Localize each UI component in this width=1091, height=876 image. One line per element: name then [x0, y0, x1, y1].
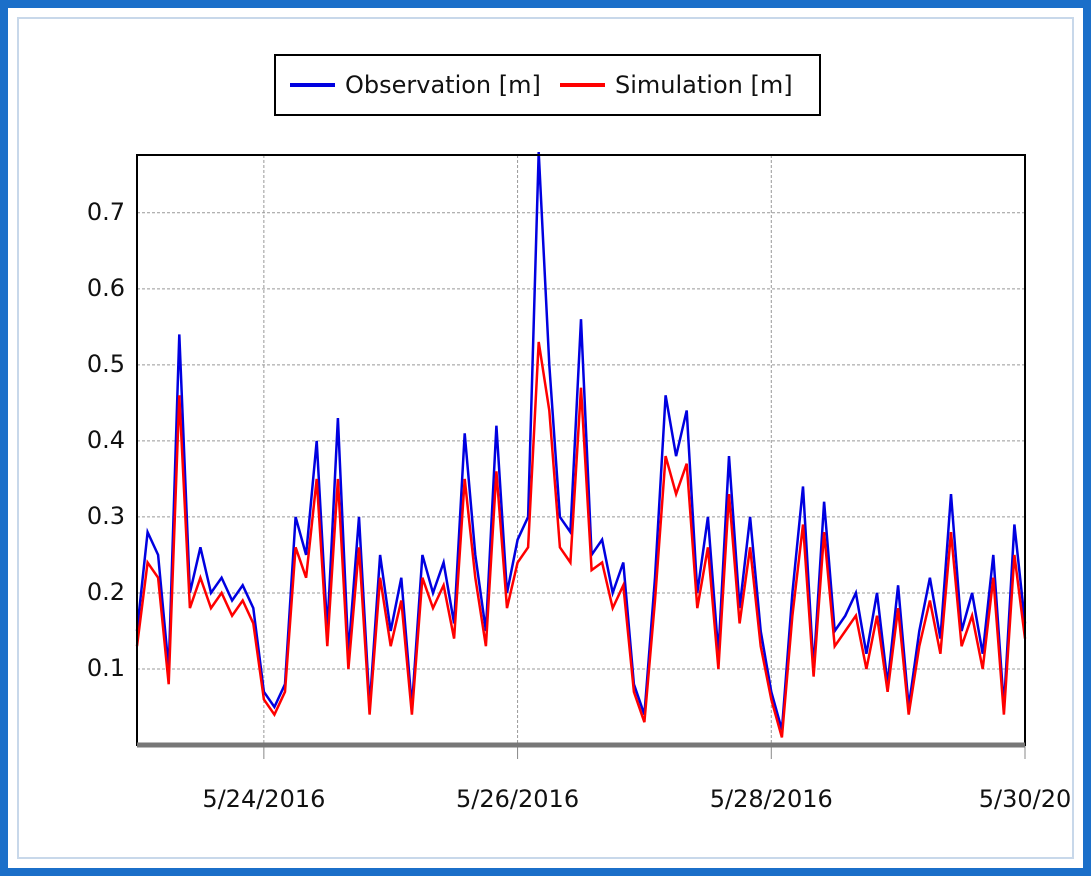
y-tick-label: 0.1: [87, 654, 125, 682]
y-tick-label: 0.5: [87, 350, 125, 378]
y-tick-label: 0.3: [87, 502, 125, 530]
y-tick-label: 0.4: [87, 426, 125, 454]
legend-box: [274, 54, 821, 116]
y-tick-label: 0.6: [87, 274, 125, 302]
x-tick-label: 5/24/2016: [202, 785, 325, 813]
x-tick-label: 5/26/2016: [456, 785, 579, 813]
legend-label: Simulation [m]: [615, 71, 793, 99]
plot-area: [137, 155, 1025, 745]
y-tick-label: 0.2: [87, 578, 125, 606]
x-tick-label: 5/30/20: [979, 785, 1072, 813]
x-tick-label: 5/28/2016: [710, 785, 833, 813]
legend-label: Observation [m]: [345, 71, 541, 99]
series-line: [135, 341, 1027, 738]
y-tick-label: 0.7: [87, 198, 125, 226]
